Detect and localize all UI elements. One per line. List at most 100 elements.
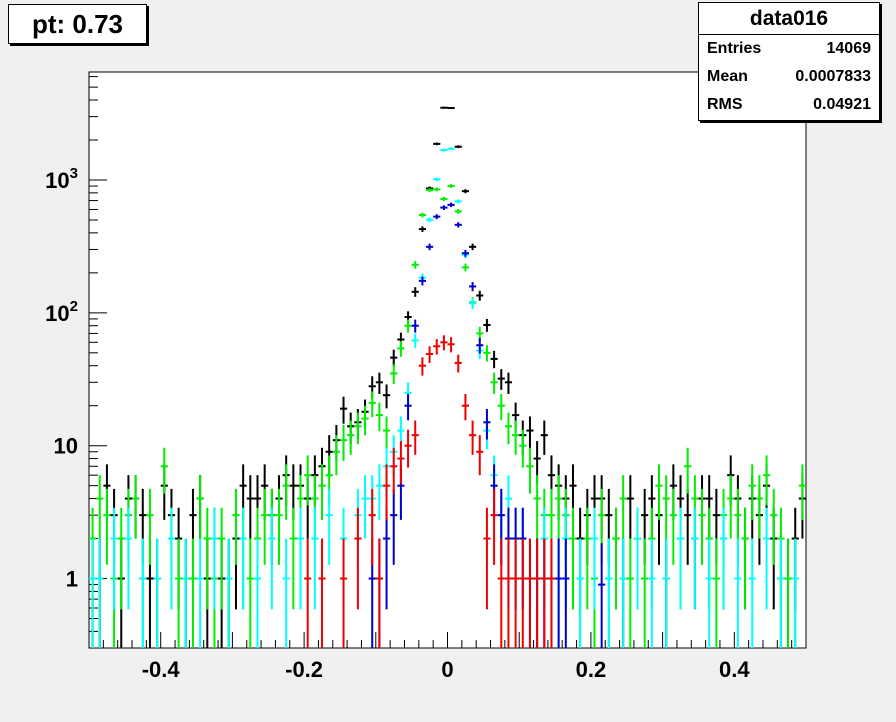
data-point (461, 263, 470, 272)
y-tick-label: 10 (54, 434, 78, 459)
data-point (368, 391, 376, 418)
pad-title: pt: 0.73 (8, 4, 147, 44)
data-point (454, 145, 462, 149)
x-tick-label: 0.2 (576, 657, 607, 682)
data-point (727, 475, 735, 539)
y-tick-label: 103 (45, 165, 78, 193)
data-point (311, 507, 319, 610)
data-point (447, 202, 455, 208)
stats-value: 0.04921 (813, 96, 871, 113)
data-point (447, 184, 455, 189)
data-point (411, 319, 419, 333)
stats-row-mean: Mean 0.0007833 (699, 63, 879, 91)
data-point (433, 214, 441, 220)
data-point (117, 507, 125, 610)
data-point (440, 148, 448, 152)
stats-label: Entries (707, 40, 762, 57)
x-tick-label: -0.2 (285, 657, 323, 682)
data-point (390, 447, 398, 494)
data-point (626, 475, 634, 539)
data-point (282, 464, 290, 520)
data-point (447, 147, 455, 151)
data-point (483, 345, 491, 362)
data-point (619, 538, 627, 648)
data-point (454, 222, 462, 228)
data-point (469, 243, 477, 251)
data-point (770, 488, 778, 565)
data-point (497, 394, 505, 421)
data-point (755, 475, 763, 539)
data-point (655, 464, 663, 520)
stats-label: Mean (707, 68, 748, 85)
data-point (411, 333, 419, 349)
data-point (476, 435, 484, 476)
data-point (96, 475, 104, 539)
data-point (110, 507, 118, 610)
data-point (719, 507, 728, 610)
data-point (361, 475, 369, 539)
data-point (440, 205, 448, 210)
data-point (425, 217, 434, 223)
data-point (691, 507, 699, 610)
data-point (461, 394, 470, 421)
data-point (218, 507, 226, 610)
data-point (354, 507, 362, 610)
data-point (440, 196, 448, 202)
x-tick-label: 0.4 (719, 657, 750, 682)
data-point (469, 298, 477, 309)
data-point (762, 507, 771, 610)
data-point (339, 396, 348, 424)
data-point (418, 276, 426, 286)
data-point (576, 538, 584, 648)
data-point (390, 488, 398, 565)
data-point (289, 507, 297, 610)
data-point (483, 409, 491, 440)
stats-title: data016 (699, 3, 879, 35)
data-point (605, 538, 613, 648)
data-point (339, 538, 348, 648)
data-point (490, 350, 498, 369)
data-point (483, 507, 491, 610)
y-tick-label: 102 (45, 298, 78, 326)
stats-box: data016 Entries 14069 Mean 0.0007833 RMS… (698, 2, 880, 121)
data-point (433, 142, 441, 146)
data-point (375, 372, 383, 394)
series-red (304, 335, 556, 648)
data-point (296, 507, 305, 610)
data-point (777, 538, 785, 648)
data-point (404, 394, 412, 421)
data-point (418, 212, 426, 218)
data-point (633, 507, 642, 610)
data-point (662, 538, 670, 648)
data-point (210, 507, 219, 610)
stats-row-rms: RMS 0.04921 (699, 91, 879, 119)
data-point (253, 538, 262, 648)
pad-title-text: pt: 0.73 (31, 9, 124, 39)
data-point (791, 538, 799, 648)
data-point (275, 488, 283, 565)
data-point (684, 447, 692, 494)
stats-value: 14069 (826, 40, 872, 57)
data-point (454, 199, 462, 204)
data-point (282, 538, 290, 648)
data-point (382, 464, 391, 520)
data-point (555, 475, 563, 539)
data-point (469, 282, 477, 292)
data-point (533, 475, 541, 539)
data-point (246, 538, 254, 648)
data-point (784, 538, 792, 648)
data-point (246, 475, 254, 539)
data-point (676, 507, 685, 610)
data-point (232, 488, 240, 565)
series-green (89, 184, 806, 648)
data-point (598, 543, 606, 648)
data-point (440, 335, 448, 351)
data-point (375, 402, 383, 432)
data-point (461, 189, 470, 194)
data-point (203, 507, 211, 610)
data-point (569, 507, 577, 610)
data-point (734, 538, 742, 648)
data-point (504, 372, 513, 394)
data-point (698, 488, 706, 565)
